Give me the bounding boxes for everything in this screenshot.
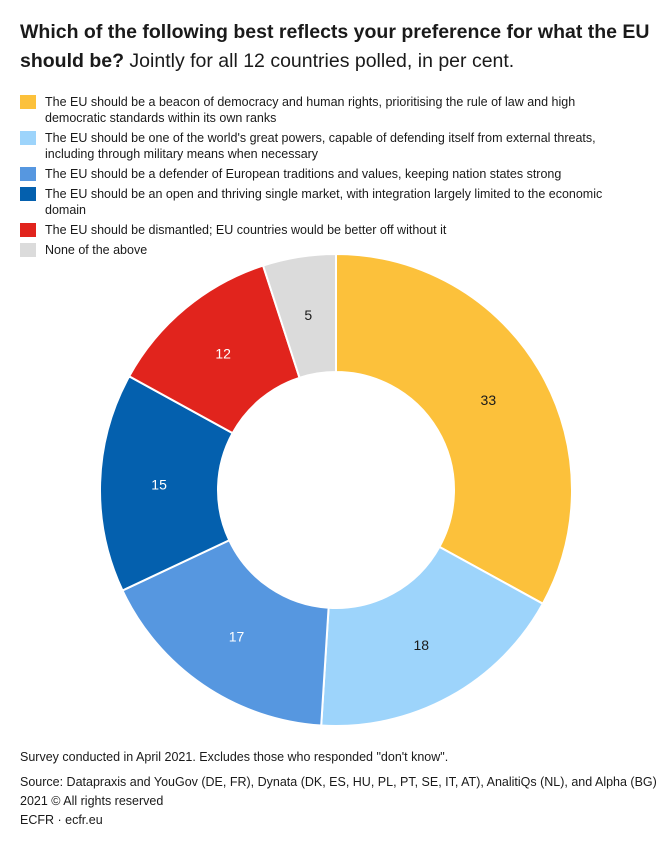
legend-item: The EU should be one of the world's grea… <box>20 130 660 162</box>
chart-legend: The EU should be a beacon of democracy a… <box>20 94 660 262</box>
slice-value-label: 17 <box>229 628 245 644</box>
slice-value-label: 12 <box>215 346 231 362</box>
legend-swatch <box>20 95 36 109</box>
legend-item: The EU should be a defender of European … <box>20 166 660 182</box>
legend-swatch <box>20 131 36 145</box>
donut-chart: 33 18 17 15 12 5 <box>99 252 573 727</box>
donut-slice <box>335 252 573 606</box>
legend-item: The EU should be dismantled; EU countrie… <box>20 222 660 238</box>
legend-label: The EU should be a defender of European … <box>45 167 562 181</box>
legend-label: The EU should be an open and thriving si… <box>45 187 603 217</box>
donut-slice <box>261 252 337 380</box>
legend-swatch <box>20 223 36 237</box>
legend-label: None of the above <box>45 243 148 257</box>
legend-swatch <box>20 167 36 181</box>
slice-value-label: 5 <box>304 307 312 323</box>
legend-item: None of the above <box>20 242 660 258</box>
legend-item: The EU should be a beacon of democracy a… <box>20 94 660 126</box>
legend-label: The EU should be dismantled; EU countrie… <box>45 223 447 237</box>
donut-slice <box>320 545 545 727</box>
legend-swatch <box>20 187 36 201</box>
legend-label: The EU should be one of the world's grea… <box>45 131 596 161</box>
slice-value-label: 15 <box>151 476 167 492</box>
slice-value-label: 18 <box>413 637 429 653</box>
legend-swatch <box>20 243 36 257</box>
donut-slice <box>121 538 330 727</box>
credit-text: ECFR · ecfr.eu <box>20 813 103 827</box>
survey-note: Survey conducted in April 2021. Excludes… <box>20 750 449 764</box>
slice-value-label: 33 <box>481 392 497 408</box>
legend-label: The EU should be a beacon of democracy a… <box>45 95 576 125</box>
chart-footer: Survey conducted in April 2021. Excludes… <box>20 748 660 830</box>
source-text: Source: Datapraxis and YouGov (DE, FR), … <box>20 775 657 808</box>
chart-title-question: Which of the following best reflects you… <box>20 21 650 72</box>
chart-subtitle: Jointly for all 12 countries polled, in … <box>129 50 515 72</box>
donut-slice <box>99 374 234 592</box>
legend-item: The EU should be an open and thriving si… <box>20 186 660 218</box>
chart-title: Which of the following best reflects you… <box>20 18 660 76</box>
